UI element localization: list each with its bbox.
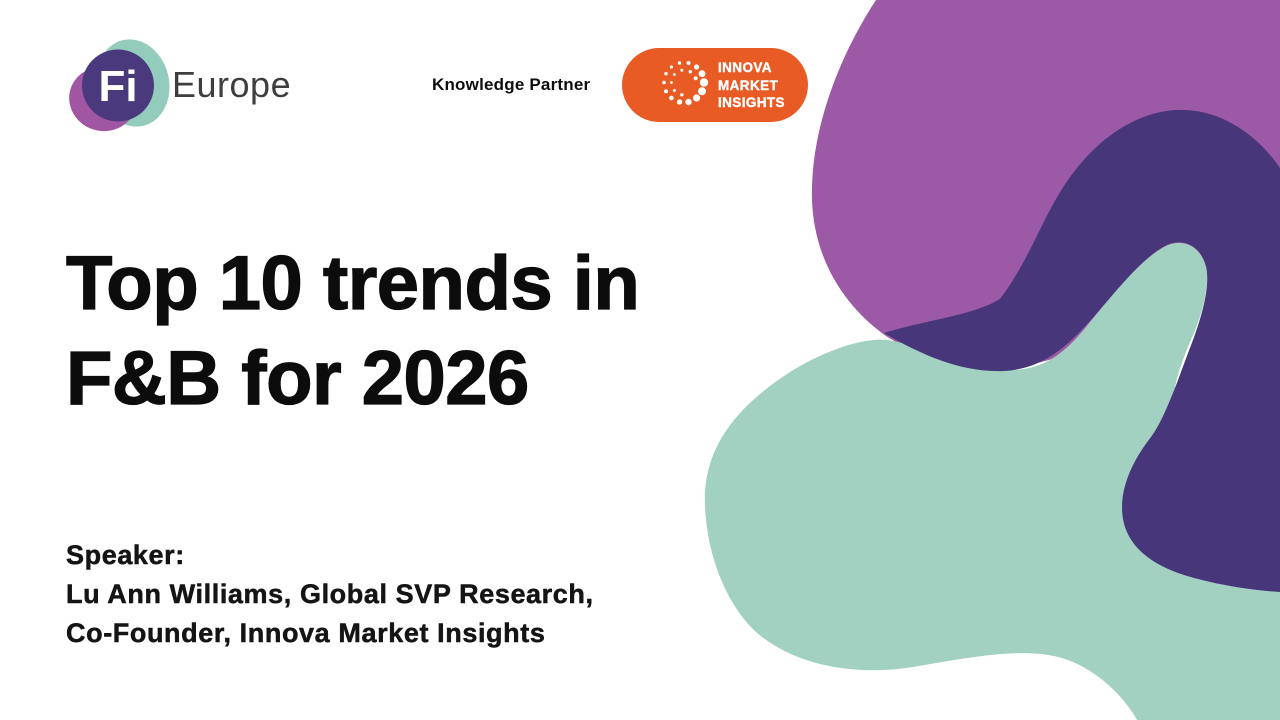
fi-logo-circle	[82, 49, 154, 122]
speaker-block: Speaker: Lu Ann Williams, Global SVP Res…	[66, 536, 594, 653]
teal-blob	[704, 242, 1280, 720]
knowledge-partner-label: Knowledge Partner	[432, 75, 591, 94]
dark-purple-ribbon-blob	[884, 109, 1280, 592]
fi-europe-logo: Fi	[69, 39, 170, 132]
innova-market-insights-logo: INNOVA MARKET INSIGHTS	[622, 48, 808, 122]
innova-logo-line1: INNOVA	[718, 60, 772, 75]
speaker-line-1: Lu Ann Williams, Global SVP Research,	[66, 579, 594, 610]
fi-logo-monogram: Fi	[98, 62, 137, 111]
title-line-2: F&B for 2026	[65, 335, 530, 421]
title-line-1: Top 10 trends in	[65, 240, 640, 326]
speaker-line-2: Co-Founder, Innova Market Insights	[66, 618, 546, 649]
fi-europe-wordmark: Europe	[172, 64, 292, 105]
innova-logo-text: INNOVA MARKET INSIGHTS	[718, 59, 785, 112]
slide-title: Top 10 trends in F&B for 2026	[65, 236, 640, 426]
innova-logo-line2: MARKET	[718, 77, 779, 93]
innova-logo-line3: INSIGHTS	[718, 95, 785, 110]
speaker-label: Speaker:	[66, 540, 185, 571]
innova-dotted-circle-icon	[662, 61, 709, 106]
